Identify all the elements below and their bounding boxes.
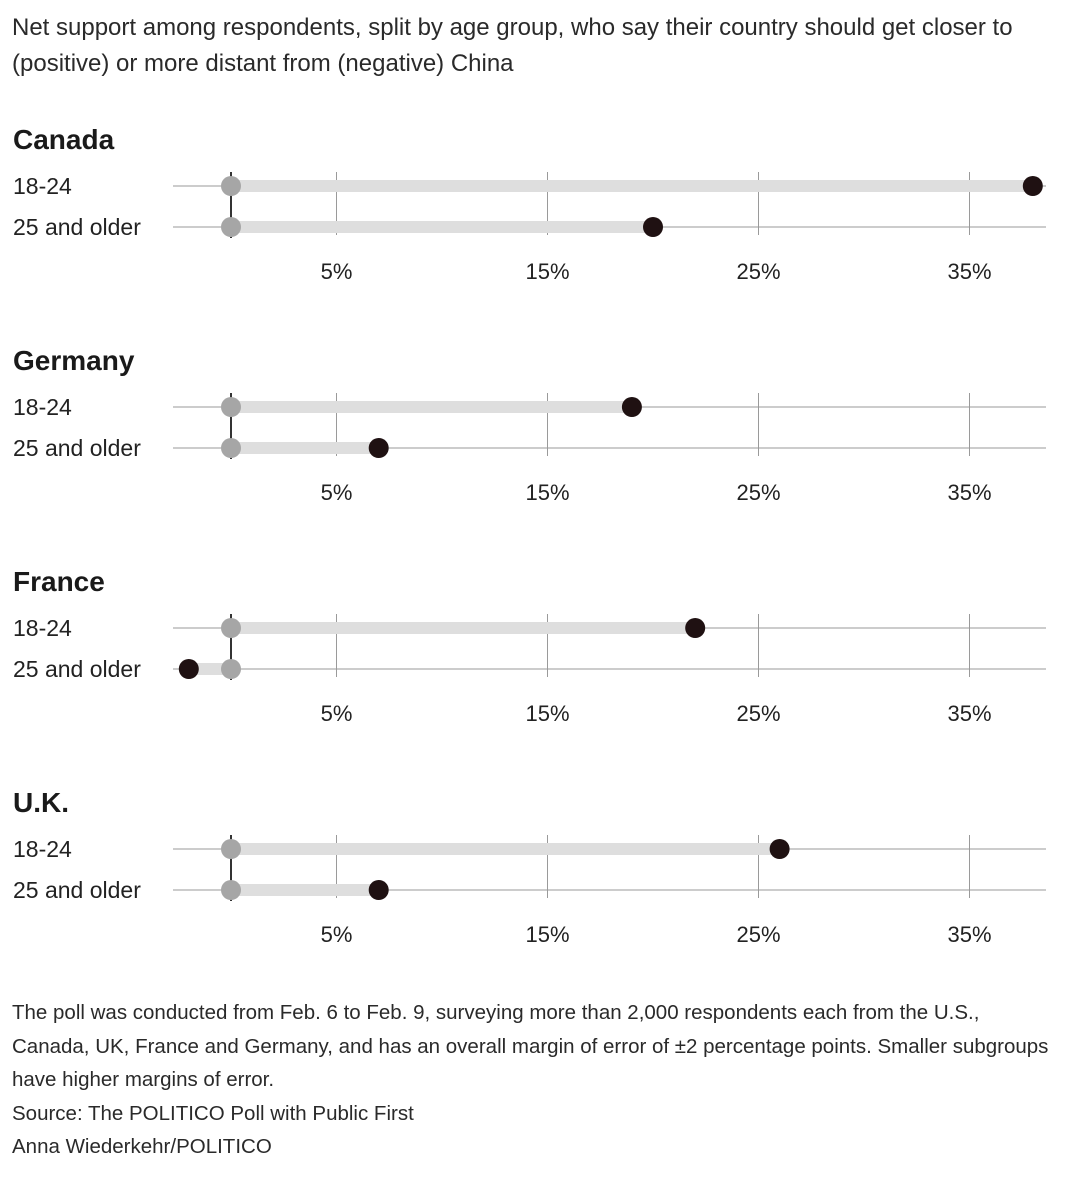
tick-label: 25% [736,259,780,284]
panel-title-canada: Canada [13,124,115,155]
origin-dot [221,880,241,900]
tick-label: 35% [947,922,991,947]
origin-dot [221,659,241,679]
value-dot [1022,176,1043,196]
tick-label: 15% [525,259,569,284]
value-dot [178,659,199,679]
tick-label: 25% [736,922,780,947]
tick-label: 35% [947,480,991,505]
dot-plot-chart: Canada 18-24 25 and older 5% 15% 25% 35% German… [13,124,1046,947]
origin-dot [221,438,241,458]
value-bar [231,843,780,855]
origin-dot [221,217,241,237]
origin-dot [221,176,241,196]
origin-dot [221,618,241,638]
value-bar [231,442,379,454]
value-dot [621,397,642,417]
row-label: 18-24 [13,615,72,641]
value-dot [685,618,706,638]
value-bar [231,622,696,634]
row-label: 18-24 [13,394,72,420]
tick-label: 15% [525,701,569,726]
value-bar [231,180,1033,192]
tick-label: 35% [947,701,991,726]
tick-label: 5% [321,259,353,284]
row-label: 18-24 [13,836,72,862]
footnotes: The poll was conducted from Feb. 6 to Fe… [12,996,1062,1164]
value-dot [769,839,790,859]
value-bar [231,221,653,233]
tick-label: 5% [321,922,353,947]
panel-title-germany: Germany [13,345,135,376]
row-label: 25 and older [13,656,141,682]
panel-title-u-k: U.K. [13,787,69,818]
tick-label: 15% [525,480,569,505]
value-bar [231,884,379,896]
row-label: 25 and older [13,877,141,903]
value-dot [368,438,389,458]
source-note: Source: The POLITICO Poll with Public Fi… [12,1101,414,1125]
value-bar [188,663,231,675]
value-bar [231,401,632,413]
tick-label: 5% [321,480,353,505]
tick-label: 35% [947,259,991,284]
tick-label: 25% [736,480,780,505]
credit-note: Anna Wiederkehr/POLITICO [12,1135,272,1158]
origin-dot [221,397,241,417]
row-label: 18-24 [13,173,72,199]
chart-subtitle: Net support among respondents, split by … [12,14,1013,77]
origin-dot [221,839,241,859]
tick-label: 25% [736,701,780,726]
row-label: 25 and older [13,435,141,461]
row-label: 25 and older [13,214,141,240]
value-dot [368,880,389,900]
methodology-note: The poll was conducted from Feb. 6 to Fe… [12,1001,1049,1091]
tick-label: 15% [525,922,569,947]
tick-label: 5% [321,701,353,726]
panel-title-france: France [13,566,105,597]
value-dot [643,217,663,237]
